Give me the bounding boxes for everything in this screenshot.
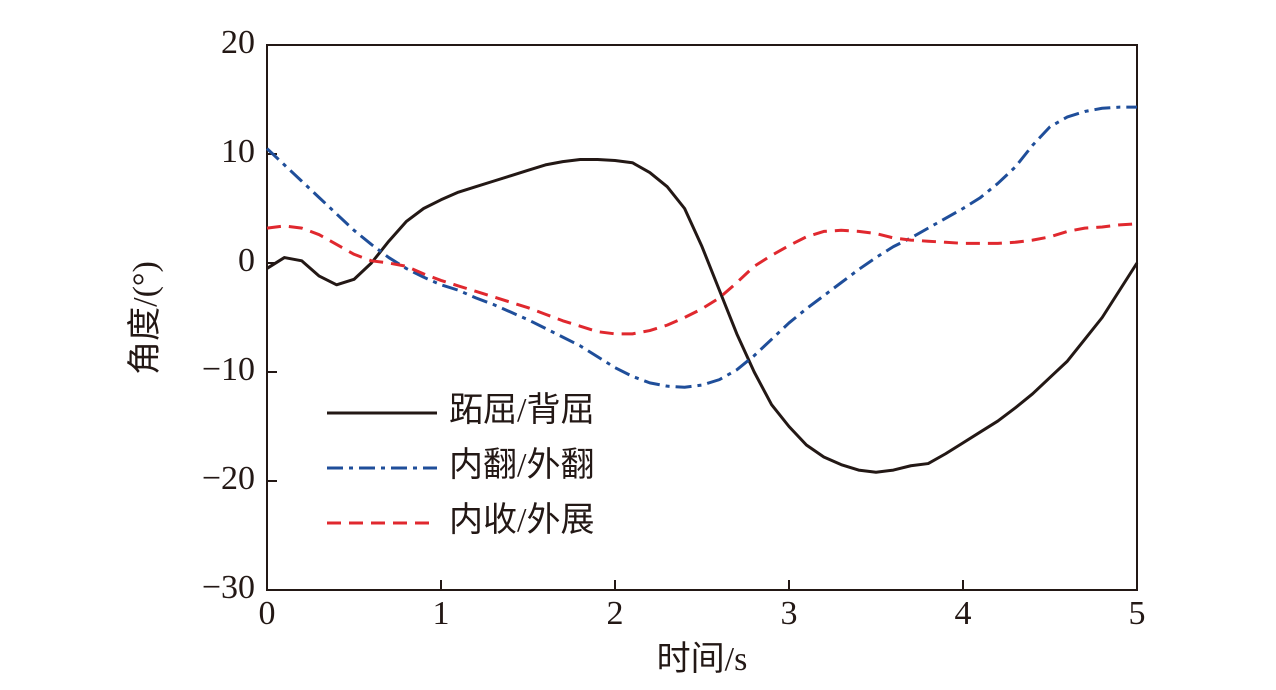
y-tick-label: −10	[202, 351, 255, 388]
x-tick-label: 1	[433, 595, 450, 632]
y-tick-label: −20	[202, 460, 255, 497]
x-tick-label: 4	[955, 595, 972, 632]
series-line	[266, 222, 1138, 336]
y-tick-label: 10	[221, 133, 255, 170]
x-tick-label: 5	[1129, 595, 1146, 632]
series-line	[266, 157, 1139, 474]
legend-label: 跖屈/背屈	[449, 391, 594, 429]
x-tick-label: 0	[259, 595, 276, 632]
x-tick-label: 3	[781, 595, 798, 632]
legend-label: 内收/外展	[449, 501, 594, 539]
y-axis-label: 角度/(°)	[126, 261, 164, 375]
plot-frame	[266, 44, 1138, 591]
y-tick-label: −30	[202, 569, 255, 606]
x-axis-label: 时间/s	[657, 641, 748, 678]
legend-label: 内翻/外翻	[449, 446, 594, 484]
x-tick-label: 2	[607, 595, 624, 632]
y-tick-label: 0	[238, 242, 255, 279]
y-tick-label: 20	[221, 24, 255, 61]
